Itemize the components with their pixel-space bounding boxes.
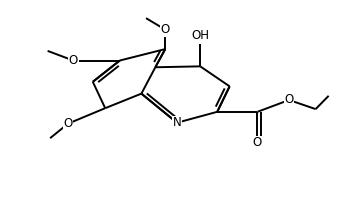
Text: O: O [69, 54, 78, 67]
Text: N: N [173, 116, 181, 129]
Text: O: O [284, 93, 294, 106]
Text: O: O [161, 23, 170, 36]
Text: OH: OH [191, 29, 209, 42]
Text: O: O [63, 117, 73, 130]
Text: O: O [253, 136, 262, 149]
